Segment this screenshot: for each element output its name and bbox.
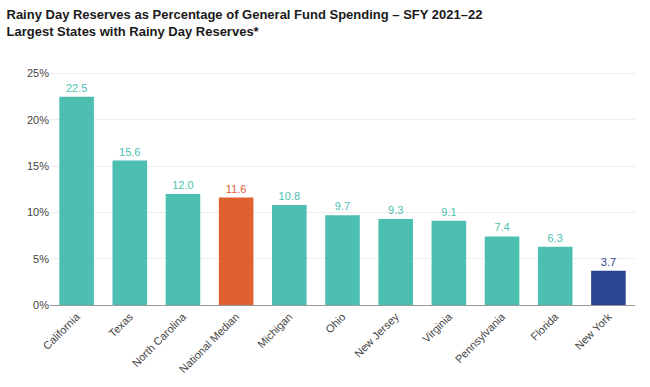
svg-text:Michigan: Michigan [255,311,295,351]
svg-text:6.3: 6.3 [548,232,563,244]
svg-text:15%: 15% [27,160,49,172]
svg-text:5%: 5% [33,253,49,265]
svg-text:9.7: 9.7 [335,200,350,212]
svg-text:3.7: 3.7 [601,256,616,268]
svg-text:0%: 0% [33,299,49,311]
svg-text:Rainy Day Reserves as Percenta: Rainy Day Reserves as Percentage of Gene… [7,7,483,39]
svg-text:25%: 25% [27,67,49,79]
svg-text:15.6: 15.6 [119,146,140,158]
svg-text:10.8: 10.8 [279,190,300,202]
svg-text:New Jersey: New Jersey [352,310,401,359]
svg-text:9.1: 9.1 [441,206,456,218]
svg-text:National Median: National Median [177,311,242,376]
svg-text:California: California [41,310,83,352]
svg-text:20%: 20% [27,114,49,126]
svg-text:Pennsylvania: Pennsylvania [453,310,508,365]
svg-text:Virginia: Virginia [420,310,455,345]
svg-text:New York: New York [572,310,614,352]
svg-text:North Carolina: North Carolina [130,310,189,369]
svg-text:Ohio: Ohio [323,311,348,336]
svg-text:12.0: 12.0 [172,179,193,191]
svg-text:7.4: 7.4 [494,221,509,233]
svg-text:Texas: Texas [106,310,135,339]
svg-text:Florida: Florida [528,310,561,343]
svg-text:11.6: 11.6 [226,183,247,195]
svg-text:10%: 10% [27,206,49,218]
svg-text:9.3: 9.3 [388,204,403,216]
svg-text:22.5: 22.5 [66,82,87,94]
